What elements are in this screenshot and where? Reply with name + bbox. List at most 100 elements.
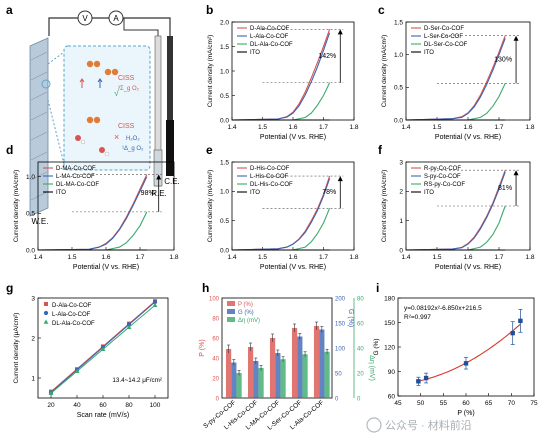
legend-label: L-Ala-Co-COF [52,312,91,318]
y-axis-label: Current density (mA/cm²) [381,170,388,243]
we-label: W.E. [32,217,49,226]
y-tick-label: 2.0 [220,19,229,26]
ce-label: C.E. [164,177,180,186]
y-tick-label: 0.5 [220,93,229,100]
arrow-head [513,170,519,176]
spin-molecule-icon [75,60,119,157]
series-line-green [406,83,506,121]
zoom-line [47,51,65,65]
x-axis-label: Potential (V vs. RHE) [260,134,326,141]
ammeter-icon [108,10,124,26]
arrow-head [156,174,162,180]
y-tick-label: 1.5 [220,159,229,166]
increase-percent: 98% [141,190,155,197]
y-tick-label: 150 [384,320,395,327]
bar-green [236,373,242,398]
x-tick-label: 1.7 [494,254,503,261]
legend-label: L-His-Co-COF [250,174,289,180]
fit-r-squared: R²=0.997 [404,314,431,321]
y-tick-label-left: 60 [212,336,219,342]
x-tick-label: 1.8 [349,124,358,131]
y-tick-label-left: 40 [212,356,219,362]
x-tick-label: 1.7 [135,254,144,261]
legend-marker [44,302,48,306]
legend-label: D-MA-Co-COF [56,166,96,172]
x-axis-label: Potential (V vs. RHE) [435,264,501,271]
legend-label: D-Ala-Co-COF [52,303,92,309]
y-tick-label: 0 [399,247,403,254]
x-tick-label: 1.8 [525,254,534,261]
x-tick-label: 1.6 [288,254,297,261]
legend-label: ITO [56,190,66,196]
watermark-text: 公众号 · 材料前沿 [385,418,472,432]
bar-green [302,354,308,398]
series-line-green [38,211,148,251]
panel-label: d [6,143,13,157]
y-axis-label: Current density (mA/cm²) [207,35,214,108]
y-tick-label: 1.0 [220,189,229,196]
x-tick-label: 60 [99,402,107,409]
legend-swatch [227,317,235,322]
counter-electrode-icon [166,36,174,176]
bar-red [247,347,254,398]
legend-swatch [227,301,235,306]
x-tick-label: 75 [530,400,538,407]
x-tick-label: 1.6 [463,254,472,261]
bar-blue [231,362,237,398]
y-tick-label: 0.0 [26,247,35,254]
y-tick-label: 3 [399,159,403,166]
x-tick-label: 1.4 [401,124,410,131]
x-tick-label: 50 [417,400,425,407]
y-tick-label-right1: 0 [335,396,339,402]
legend-label: DL-MA-Co-COF [56,182,99,188]
y-tick-label: 60 [388,393,396,400]
panel-label: i [376,281,379,295]
y-axis-label: Current density (μA/cm²) [13,313,20,384]
panel-b-chart: b 1.4 1.5 1.6 1.7 1.8 0.0 0.5 1.0 1.5 2.0 Potential… [206,3,359,141]
y-tick-label: 1.5 [394,19,403,26]
arrow-head [337,29,343,35]
legend-label: DL-Ala-Co-COF [52,321,95,327]
x-tick-label: 100 [150,402,161,409]
y-axis-label-left: P (%) [199,339,206,356]
y-tick-label-right2: 20 [357,371,364,377]
legend-label: S-py-Co-COF [424,174,461,180]
x-tick-label: 1.8 [349,254,358,261]
panel-label: f [378,143,383,157]
x-axis-label: Potential (V vs. RHE) [435,134,501,141]
x-tick-label: 1.5 [432,124,441,131]
bar-red [313,326,320,398]
panel-label: e [206,143,213,157]
legend-label: G (%) [238,310,254,316]
peroxide-label: H₂O₂ [126,136,140,142]
bar-blue [275,353,281,398]
data-point-triangle [74,368,80,373]
y-tick-label: 1.0 [220,68,229,75]
y-axis-label-right2: Δη (mV) [368,355,375,381]
x-tick-label: 55 [440,400,448,407]
series-line-green [406,205,506,251]
x-tick-label: 1.7 [494,124,503,131]
y-axis-label-right1: G (%) [347,309,354,327]
panel-e-chart: e 1.4 1.5 1.6 1.7 1.8 0.0 0.5 1.0 1.5 Potential (V… [206,143,359,271]
zoom-inset [63,45,151,171]
legend-label: L-Ala-Co-COF [250,34,289,40]
data-point-triangle [100,346,106,351]
x-tick-label: 1.4 [33,254,42,261]
x-tick-label: 1.4 [401,254,410,261]
bar-green [280,359,286,398]
y-tick-label: 1.0 [394,52,403,59]
check-icon: √ [114,88,119,98]
bar-red [269,338,276,398]
legend-label: RS-py-Co-COF [424,182,465,188]
x-tick-label: 1.6 [101,254,110,261]
y-tick-label-left: 80 [212,316,219,322]
x-tick-label: 1.7 [319,124,328,131]
panel-a-schematic: a V A W.E. CISS ³Σ_g O₂ √ CIS [6,3,180,226]
legend-label: ITO [250,190,260,196]
legend-swatch [227,309,235,314]
legend-label: R-py-Co-COF [424,166,461,172]
y-tick-label-right2: 40 [357,346,364,352]
watermark: 公众号 · 材料前沿 [366,417,472,433]
legend-label: L-Ser-Co-COF [424,34,463,40]
